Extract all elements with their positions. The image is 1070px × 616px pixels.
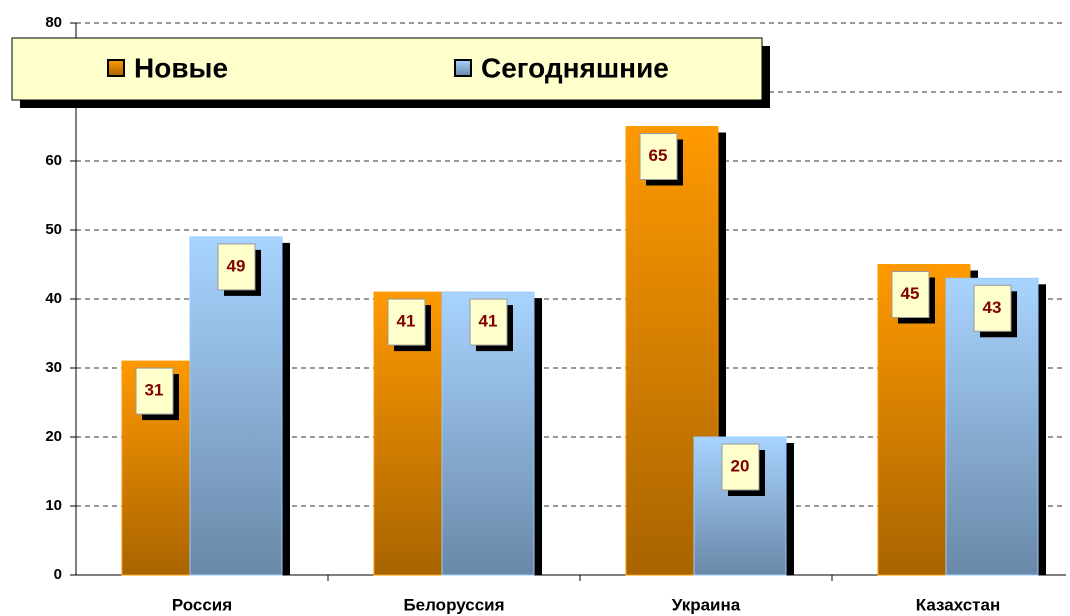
y-tick-label: 30 <box>45 359 62 376</box>
value-label-box <box>891 271 930 318</box>
legend-swatch <box>107 59 125 77</box>
legend-swatch <box>454 59 472 77</box>
legend-label: Новые <box>134 52 228 83</box>
x-tick-label: Россия <box>172 595 232 614</box>
value-label-box <box>973 284 1012 332</box>
legend-label: Сегодняшние <box>481 52 669 83</box>
value-label: 65 <box>649 146 668 165</box>
value-label: 31 <box>145 381 164 400</box>
value-label-box <box>387 298 426 346</box>
x-tick-label: Украина <box>672 595 741 614</box>
x-tick-label: Казахстан <box>916 595 1000 614</box>
value-label: 43 <box>983 298 1002 317</box>
value-label: 45 <box>901 284 920 303</box>
legend <box>11 37 763 101</box>
value-label-box <box>135 367 174 415</box>
value-label: 41 <box>397 312 416 331</box>
y-tick-label: 80 <box>45 14 62 31</box>
x-tick-label: Белоруссия <box>403 595 504 614</box>
value-label-box <box>469 298 508 346</box>
value-label: 41 <box>479 312 498 331</box>
value-label-box <box>639 133 678 180</box>
value-label: 20 <box>731 456 750 475</box>
y-tick-label: 50 <box>45 221 62 238</box>
y-tick-label: 60 <box>45 152 62 169</box>
y-tick-label: 20 <box>45 428 62 445</box>
y-tick-label: 10 <box>45 497 62 514</box>
y-tick-label: 40 <box>45 290 62 307</box>
value-label-box <box>217 243 256 291</box>
value-label-box <box>721 443 760 491</box>
y-tick-label: 0 <box>54 566 62 583</box>
value-label: 49 <box>227 256 246 275</box>
